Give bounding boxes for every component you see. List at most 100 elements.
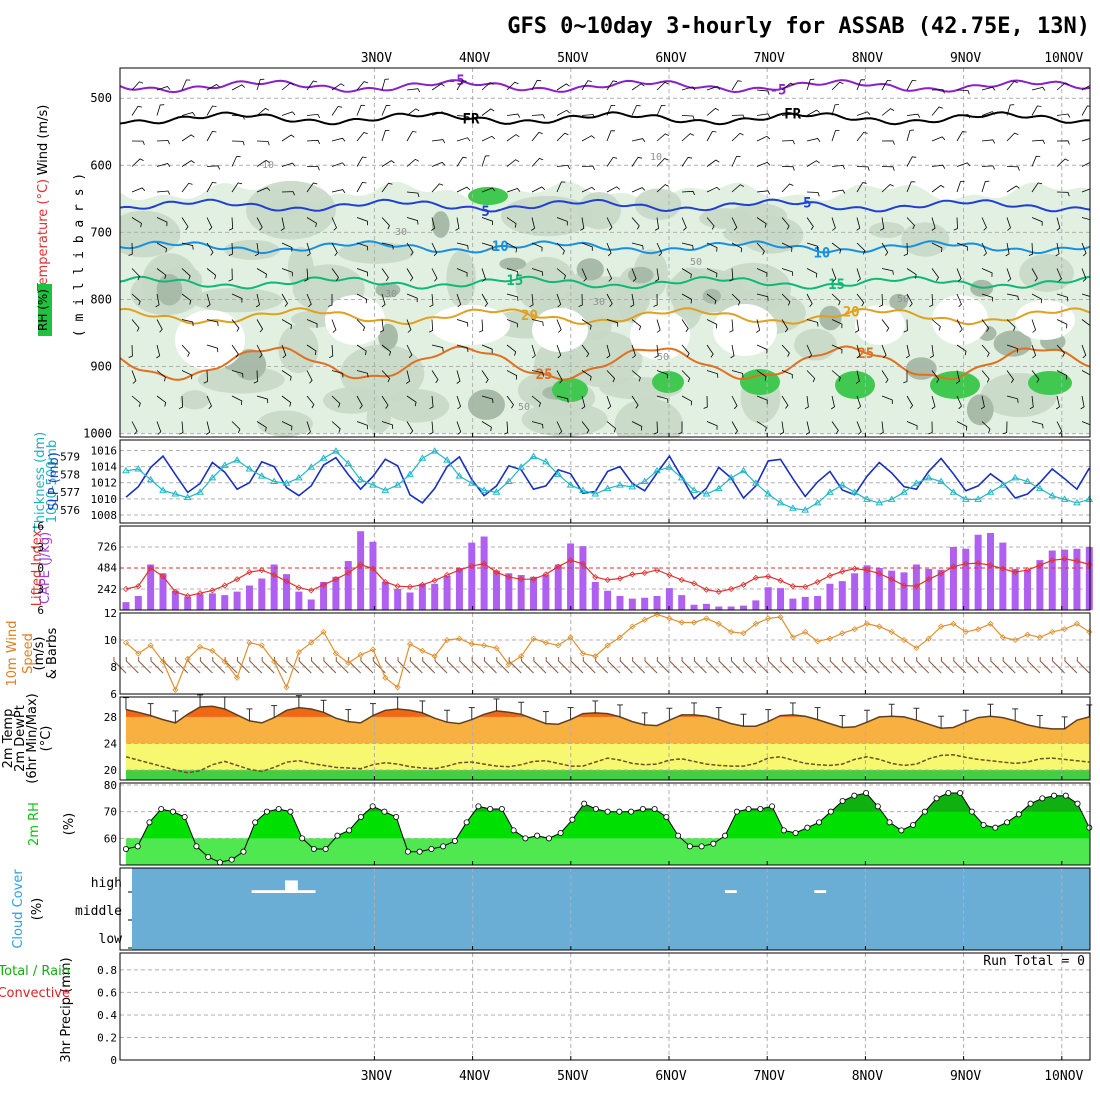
- wind-barb: [531, 421, 544, 429]
- wind-barb: [731, 132, 744, 142]
- wind-barb: [253, 370, 258, 384]
- wind-barb: [431, 242, 438, 257]
- wind-barb: [606, 370, 616, 383]
- wind-barb: [756, 113, 771, 118]
- wind-barb: [481, 344, 493, 354]
- wind-barb: [681, 115, 695, 120]
- wind-barb: [331, 421, 341, 433]
- wind-barb: [381, 268, 389, 282]
- surface-wind-barb: [446, 657, 460, 674]
- wind-barb: [481, 187, 496, 193]
- surface-wind-barb: [718, 657, 732, 674]
- rh-point: [134, 843, 141, 850]
- li-point: [406, 583, 414, 590]
- wind-barb: [228, 242, 233, 256]
- thickness-point: [480, 486, 489, 493]
- wind-barb: [181, 182, 193, 193]
- wind-barb: [881, 242, 889, 256]
- wind-barb: [231, 370, 244, 378]
- rh-wet-spot: [835, 371, 875, 399]
- thickness-point: [690, 486, 698, 493]
- wind-barb: [531, 79, 542, 91]
- wind-barb: [356, 319, 366, 332]
- wind-barb: [756, 217, 767, 228]
- thickness-point: [443, 456, 451, 463]
- wind-barb: [981, 165, 995, 170]
- li-point: [1024, 567, 1031, 574]
- wind-barb: [531, 268, 544, 276]
- wind-barb: [881, 268, 894, 275]
- wind-speed-point: [369, 646, 377, 653]
- wind-speed-line: [125, 613, 1090, 692]
- wind-barb: [831, 242, 842, 254]
- wind-barb: [653, 293, 658, 307]
- cape-bar: [270, 564, 278, 610]
- wind-barb: [131, 370, 137, 384]
- wind-barb: [556, 164, 571, 170]
- wind-barb: [606, 104, 616, 116]
- wind-speed-point: [1024, 631, 1031, 638]
- rh-point: [945, 790, 952, 797]
- wind-barb: [581, 421, 590, 434]
- wind-barb: [681, 242, 694, 250]
- wind-barb: [506, 319, 518, 328]
- cape-bar: [357, 531, 365, 610]
- axis-title: Lifted Index: [30, 529, 45, 606]
- wind-barb: [1056, 268, 1062, 282]
- thickness-point: [850, 488, 859, 495]
- wind-barb: [256, 395, 269, 404]
- isotherm-label: 15: [828, 277, 845, 293]
- wind-barb: [328, 294, 333, 307]
- wind-barb: [956, 395, 962, 410]
- wind-barb: [981, 111, 996, 116]
- thickness-point: [344, 459, 353, 467]
- li-point: [802, 583, 809, 590]
- wind-barb: [630, 293, 635, 308]
- li-point: [728, 585, 735, 593]
- rh-dry-pocket: [532, 308, 588, 352]
- rh-contour-label: 50: [657, 352, 669, 363]
- wind-barb: [906, 217, 915, 230]
- li-point: [468, 562, 475, 569]
- rh-contour-label: 50: [518, 402, 530, 413]
- wind-barb: [406, 395, 417, 407]
- wind-speed-point: [530, 635, 537, 642]
- wind-barb: [206, 105, 217, 116]
- wind-barb: [956, 421, 968, 431]
- wind-barb: [231, 115, 245, 120]
- thickness-point: [665, 463, 674, 470]
- li-point: [1012, 569, 1019, 576]
- thickness-point: [616, 481, 624, 488]
- cape-tick-label: 484: [97, 562, 117, 575]
- wind-barb: [331, 162, 346, 167]
- wind-barb: [281, 293, 288, 307]
- li-point: [332, 576, 339, 583]
- surface-wind-barb: [792, 657, 806, 674]
- wind-barb: [906, 268, 917, 279]
- li-point: [888, 576, 895, 583]
- li-tick-label: -6: [31, 520, 44, 533]
- wind-barb: [306, 80, 318, 91]
- wind-barb: [181, 79, 191, 91]
- top-date-label: 9NOV: [950, 51, 981, 66]
- li-point: [839, 568, 846, 575]
- wind-speed-point: [1036, 634, 1043, 641]
- cape-bar: [208, 593, 216, 610]
- wind-barb: [281, 395, 292, 407]
- axis-text: 3NOV 3NOV 4NOV 4NOV 5NOV 5NOV 6NOV 6NOV 7NOV 7NOV…: [0, 51, 1085, 1084]
- top-date-label: 8NOV: [852, 51, 883, 66]
- wind-barb: [256, 78, 265, 91]
- rh-patch-50: [191, 287, 283, 313]
- rh-point: [252, 819, 259, 826]
- wind-barb: [131, 81, 144, 91]
- thickness-point: [961, 495, 970, 502]
- li-point: [135, 583, 142, 590]
- wind-barb: [631, 83, 645, 91]
- axis-title: (6hr Min/Max): [25, 693, 40, 783]
- wind-barb: [781, 217, 790, 230]
- wind-barb: [306, 139, 321, 145]
- cape-bar: [344, 561, 352, 610]
- thickness-point: [813, 498, 822, 506]
- thickness-point: [764, 490, 773, 497]
- wind-barb: [631, 187, 646, 193]
